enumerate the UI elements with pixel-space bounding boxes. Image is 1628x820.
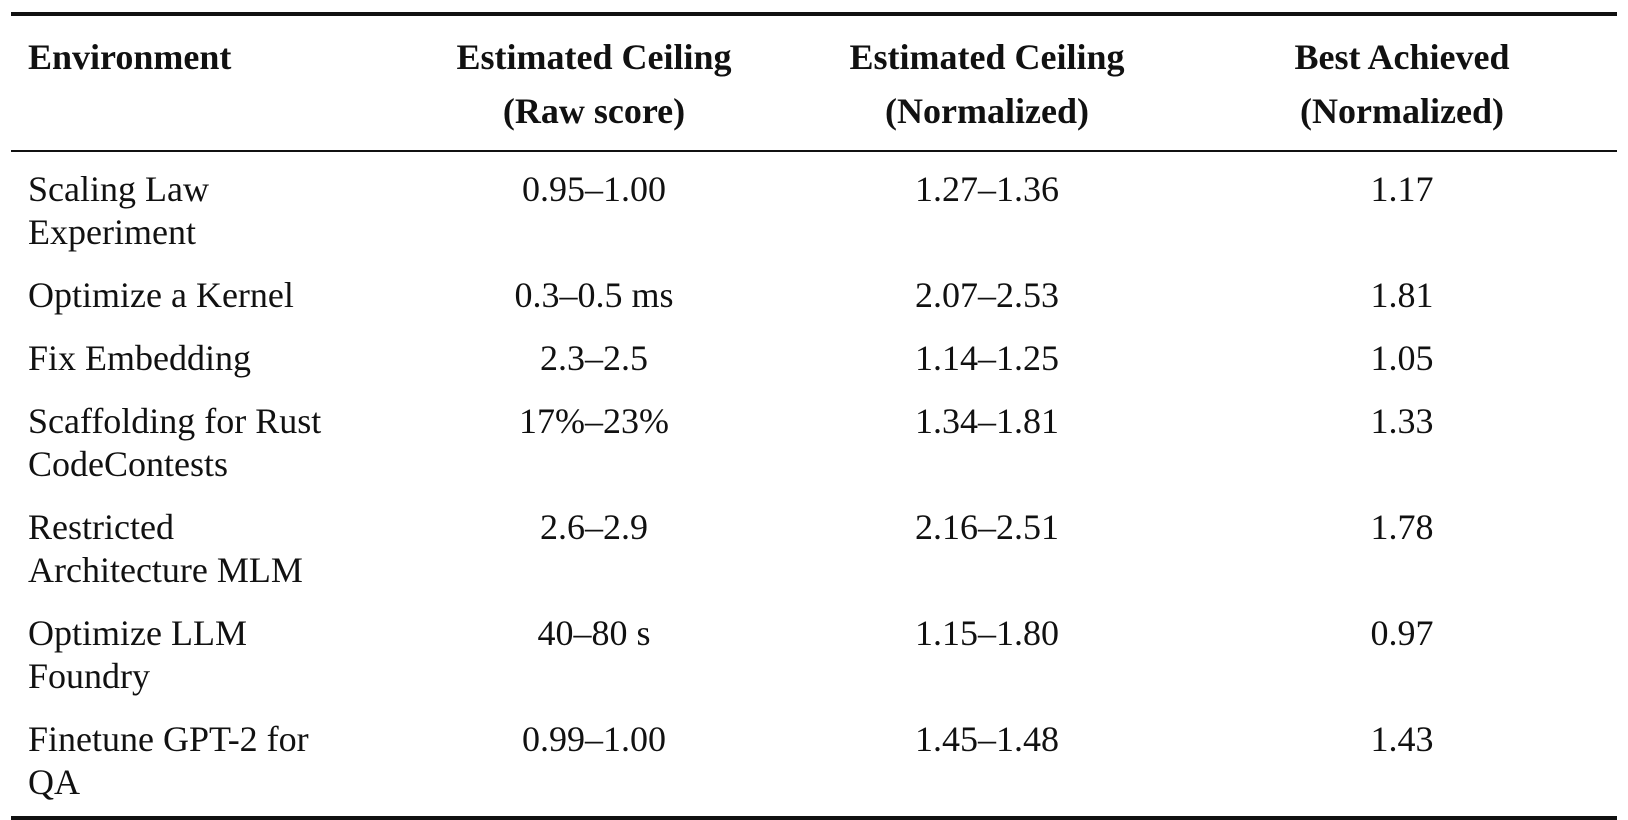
table-row: Optimize LLM Foundry 40–80 s 1.15–1.80 0… bbox=[11, 602, 1617, 708]
cell-best-achieved: 1.78 bbox=[1370, 507, 1434, 547]
cell-normalized-ceiling: 1.14–1.25 bbox=[915, 338, 1059, 378]
cell-raw-ceiling: 17%–23% bbox=[519, 401, 669, 441]
header-line: Best Achieved bbox=[1294, 37, 1510, 77]
environment-line: Foundry bbox=[28, 656, 151, 696]
cell-best-achieved: 1.33 bbox=[1370, 401, 1434, 441]
cell-environment: Fix Embedding bbox=[11, 327, 401, 390]
cell-normalized-ceiling: 1.45–1.48 bbox=[915, 719, 1059, 759]
header-line: (Normalized) bbox=[1300, 91, 1504, 131]
cell-best-achieved: 1.81 bbox=[1370, 275, 1434, 315]
environment-line: Scaffolding for Rust bbox=[28, 401, 322, 441]
environment-line: Experiment bbox=[28, 212, 196, 252]
cell-environment: Finetune GPT-2 for QA bbox=[11, 708, 401, 818]
environment-line: Optimize LLM bbox=[28, 613, 247, 653]
environment-line: Scaling Law bbox=[28, 169, 209, 209]
cell-raw-ceiling: 2.3–2.5 bbox=[540, 338, 648, 378]
table-row: Finetune GPT-2 for QA 0.99–1.00 1.45–1.4… bbox=[11, 708, 1617, 818]
cell-normalized-ceiling: 2.16–2.51 bbox=[915, 507, 1059, 547]
header-line: (Normalized) bbox=[885, 91, 1089, 131]
header-line: Estimated Ceiling bbox=[849, 37, 1125, 77]
header-best-achieved-normalized: Best Achieved (Normalized) bbox=[1187, 14, 1617, 151]
cell-raw-ceiling: 40–80 s bbox=[537, 613, 651, 653]
cell-best-achieved: 1.43 bbox=[1370, 719, 1434, 759]
table-row: Restricted Architecture MLM 2.6–2.9 2.16… bbox=[11, 496, 1617, 602]
environment-line: Fix Embedding bbox=[28, 338, 251, 378]
environment-line: Finetune GPT-2 for bbox=[28, 719, 309, 759]
cell-best-achieved: 0.97 bbox=[1370, 613, 1434, 653]
environment-line: Optimize a Kernel bbox=[28, 275, 294, 315]
environment-line: Restricted bbox=[28, 507, 174, 547]
cell-best-achieved: 1.05 bbox=[1370, 338, 1434, 378]
cell-normalized-ceiling: 1.27–1.36 bbox=[915, 169, 1059, 209]
header-estimated-ceiling-normalized: Estimated Ceiling (Normalized) bbox=[787, 14, 1187, 151]
cell-environment: Scaling Law Experiment bbox=[11, 151, 401, 264]
table-row: Optimize a Kernel 0.3–0.5 ms 2.07–2.53 1… bbox=[11, 264, 1617, 327]
cell-environment: Optimize LLM Foundry bbox=[11, 602, 401, 708]
cell-environment: Optimize a Kernel bbox=[11, 264, 401, 327]
table-row: Scaling Law Experiment 0.95–1.00 1.27–1.… bbox=[11, 151, 1617, 264]
cell-normalized-ceiling: 1.15–1.80 bbox=[915, 613, 1059, 653]
cell-environment: Scaffolding for Rust CodeContests bbox=[11, 390, 401, 496]
cell-best-achieved: 1.17 bbox=[1370, 169, 1434, 209]
environment-line: QA bbox=[28, 762, 80, 802]
cell-environment: Restricted Architecture MLM bbox=[11, 496, 401, 602]
results-table-container: Environment Estimated Ceiling (Raw score… bbox=[11, 12, 1617, 820]
results-table: Environment Estimated Ceiling (Raw score… bbox=[11, 12, 1617, 820]
cell-raw-ceiling: 0.99–1.00 bbox=[522, 719, 666, 759]
environment-line: CodeContests bbox=[28, 444, 229, 484]
header-environment: Environment bbox=[11, 14, 401, 151]
environment-line: Architecture MLM bbox=[28, 550, 303, 590]
header-line: Environment bbox=[28, 37, 232, 77]
header-estimated-ceiling-raw: Estimated Ceiling (Raw score) bbox=[401, 14, 787, 151]
cell-normalized-ceiling: 2.07–2.53 bbox=[915, 275, 1059, 315]
cell-raw-ceiling: 0.3–0.5 ms bbox=[514, 275, 674, 315]
cell-normalized-ceiling: 1.34–1.81 bbox=[915, 401, 1059, 441]
table-header-row: Environment Estimated Ceiling (Raw score… bbox=[11, 14, 1617, 151]
cell-raw-ceiling: 2.6–2.9 bbox=[540, 507, 648, 547]
header-line: (Raw score) bbox=[502, 91, 686, 131]
table-row: Scaffolding for Rust CodeContests 17%–23… bbox=[11, 390, 1617, 496]
header-line: Estimated Ceiling bbox=[456, 37, 732, 77]
table-row: Fix Embedding 2.3–2.5 1.14–1.25 1.05 bbox=[11, 327, 1617, 390]
cell-raw-ceiling: 0.95–1.00 bbox=[522, 169, 666, 209]
